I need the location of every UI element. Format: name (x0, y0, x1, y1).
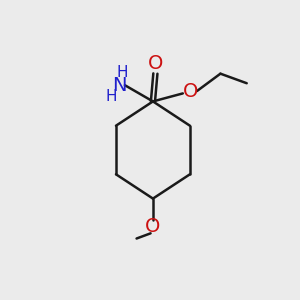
Text: O: O (183, 82, 199, 101)
Text: H: H (106, 89, 117, 104)
Text: O: O (148, 54, 164, 73)
Text: O: O (145, 217, 160, 236)
Text: H: H (116, 65, 128, 80)
Text: N: N (112, 76, 127, 95)
